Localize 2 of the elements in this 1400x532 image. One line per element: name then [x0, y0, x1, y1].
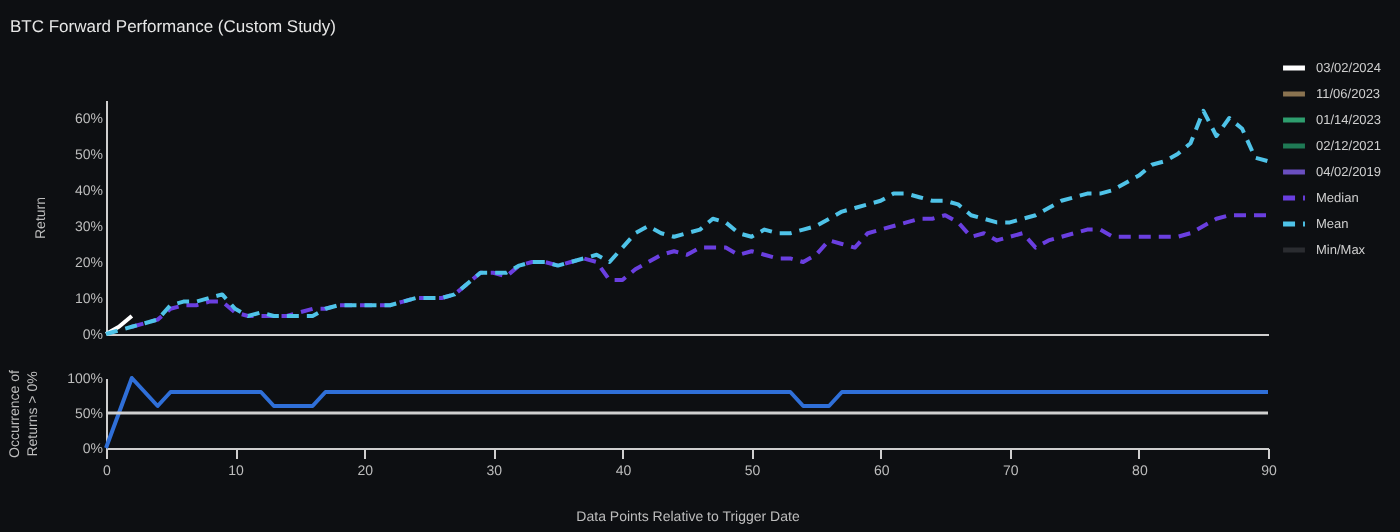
line-series [104, 108, 1270, 336]
chart-title: BTC Forward Performance (Custom Study) [10, 16, 337, 36]
